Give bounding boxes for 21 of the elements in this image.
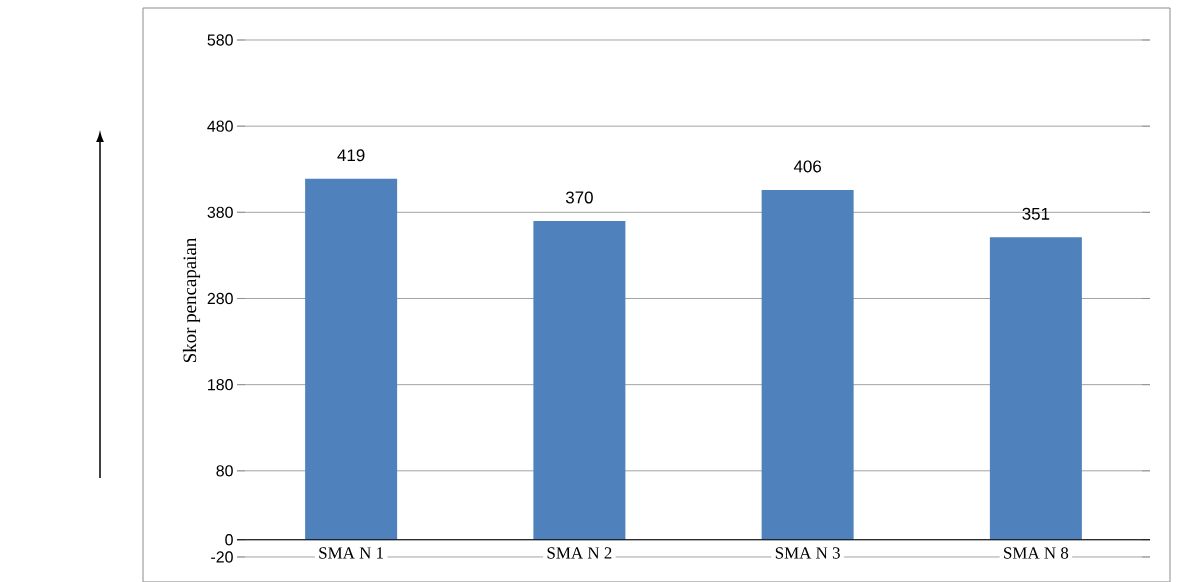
y-tick-label: 0 bbox=[225, 533, 233, 546]
x-tick-label: SMA N 8 bbox=[1004, 547, 1069, 559]
y-tick-label: 580 bbox=[207, 34, 233, 46]
bar bbox=[989, 237, 1082, 540]
y-tick-label: -20 bbox=[211, 551, 233, 563]
y-tick-label: 480 bbox=[207, 120, 233, 132]
bar bbox=[761, 189, 854, 540]
y-axis-title: Skor pencapaian bbox=[182, 237, 201, 362]
y-tick-label: 380 bbox=[207, 206, 233, 218]
x-tick-label: SMA N 2 bbox=[547, 547, 612, 559]
bar bbox=[533, 220, 626, 540]
data-label: 351 bbox=[1022, 207, 1050, 220]
data-label: 370 bbox=[565, 191, 593, 204]
y-tick-label: 180 bbox=[208, 378, 233, 391]
y-tick-label: 280 bbox=[207, 292, 233, 304]
x-tick-label: SMA N 1 bbox=[319, 547, 384, 559]
data-label: 419 bbox=[337, 148, 365, 161]
x-tick-label: SMA N 3 bbox=[775, 547, 840, 559]
bar bbox=[305, 178, 398, 540]
y-tick-label: 80 bbox=[216, 464, 233, 477]
data-label: 406 bbox=[793, 160, 822, 173]
